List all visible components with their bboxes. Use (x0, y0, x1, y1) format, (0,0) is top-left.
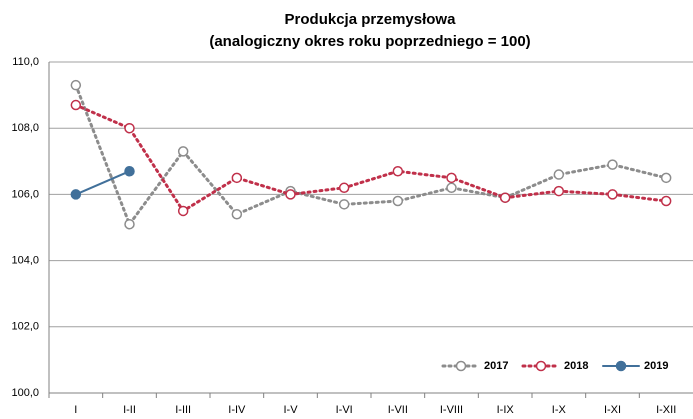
x-tick-label: I-XI (604, 404, 621, 416)
data-point (660, 172, 672, 184)
chart-subtitle: (analogiczny okres roku poprzedniego = 1… (209, 33, 530, 50)
data-point (231, 209, 243, 220)
x-tick-label: I-III (175, 404, 191, 416)
x-tick-label: I-V (283, 404, 298, 416)
series-line (74, 103, 668, 213)
y-tick-label: 102,0 (11, 321, 39, 333)
legend-label: 2018 (564, 360, 588, 372)
data-point (70, 189, 82, 200)
series-line (74, 83, 668, 228)
x-tick-label: I-VIII (440, 404, 463, 416)
x-tick-label: I-VII (388, 404, 408, 416)
legend-marker (535, 360, 547, 372)
x-tick-label: I-XII (656, 404, 676, 416)
legend-label: 2017 (484, 360, 508, 372)
data-point (607, 159, 618, 170)
x-tick-label: I-IV (228, 404, 246, 416)
data-point (338, 199, 350, 210)
y-tick-label: 106,0 (11, 188, 39, 200)
data-point (553, 185, 565, 197)
x-tick-label: I (74, 404, 77, 416)
y-tick-label: 100,0 (11, 387, 39, 399)
data-point (231, 172, 243, 184)
x-tick-label: I-X (552, 404, 567, 416)
data-point (553, 169, 565, 180)
data-point (446, 172, 457, 184)
legend-label: 2019 (644, 360, 668, 372)
x-tick-label: I-IX (497, 404, 515, 416)
data-point (285, 189, 296, 200)
data-point (499, 192, 511, 203)
data-point (660, 195, 672, 207)
y-tick-label: 110,0 (12, 56, 39, 68)
data-point (607, 189, 618, 200)
data-point (392, 165, 404, 177)
data-point (70, 99, 82, 111)
x-tick-label: I-II (123, 404, 136, 416)
y-tick-label: 104,0 (11, 255, 39, 267)
data-point (124, 122, 135, 134)
data-point (446, 182, 457, 194)
y-tick-label: 108,0 (11, 122, 39, 134)
data-point (124, 218, 135, 230)
chart-title: Produkcja przemysłowa (285, 11, 457, 28)
data-point (177, 146, 189, 157)
data-point (124, 165, 135, 177)
data-point (70, 79, 82, 91)
data-point (177, 205, 189, 217)
legend-marker (615, 360, 627, 372)
data-point (392, 195, 404, 207)
x-tick-label: I-VI (336, 404, 353, 416)
legend-marker (455, 360, 467, 372)
data-point (338, 182, 350, 194)
series-line (74, 170, 131, 196)
